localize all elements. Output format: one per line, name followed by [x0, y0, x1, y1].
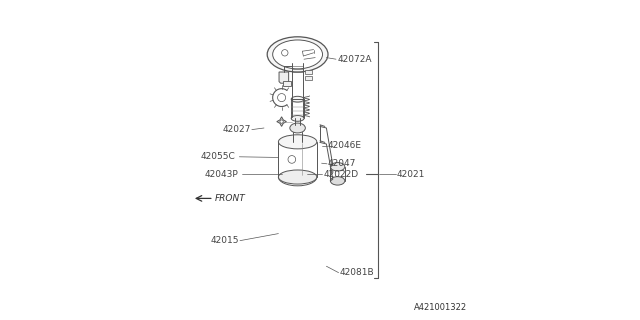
Circle shape	[280, 120, 284, 123]
Text: 42047: 42047	[328, 159, 356, 168]
Ellipse shape	[291, 116, 304, 121]
Text: 42043P: 42043P	[205, 170, 239, 179]
Polygon shape	[279, 72, 289, 83]
Text: FRONT: FRONT	[215, 194, 246, 203]
Text: 42055C: 42055C	[200, 152, 236, 161]
Ellipse shape	[330, 177, 345, 185]
Polygon shape	[277, 117, 287, 126]
Ellipse shape	[278, 170, 317, 184]
Text: 42021: 42021	[397, 170, 425, 179]
FancyBboxPatch shape	[305, 70, 312, 74]
Text: 42046E: 42046E	[328, 141, 362, 150]
Text: A421001322: A421001322	[414, 303, 467, 312]
Ellipse shape	[291, 96, 304, 102]
Ellipse shape	[268, 37, 328, 72]
Ellipse shape	[290, 123, 305, 133]
Ellipse shape	[273, 40, 323, 69]
FancyBboxPatch shape	[283, 81, 291, 86]
Text: 42072A: 42072A	[338, 55, 372, 64]
Text: 42022D: 42022D	[323, 170, 358, 179]
Text: 42015: 42015	[211, 236, 239, 245]
FancyBboxPatch shape	[305, 76, 312, 80]
Ellipse shape	[278, 135, 317, 149]
Ellipse shape	[330, 163, 345, 171]
Text: 42081B: 42081B	[339, 268, 374, 277]
Text: 42027: 42027	[223, 125, 251, 134]
